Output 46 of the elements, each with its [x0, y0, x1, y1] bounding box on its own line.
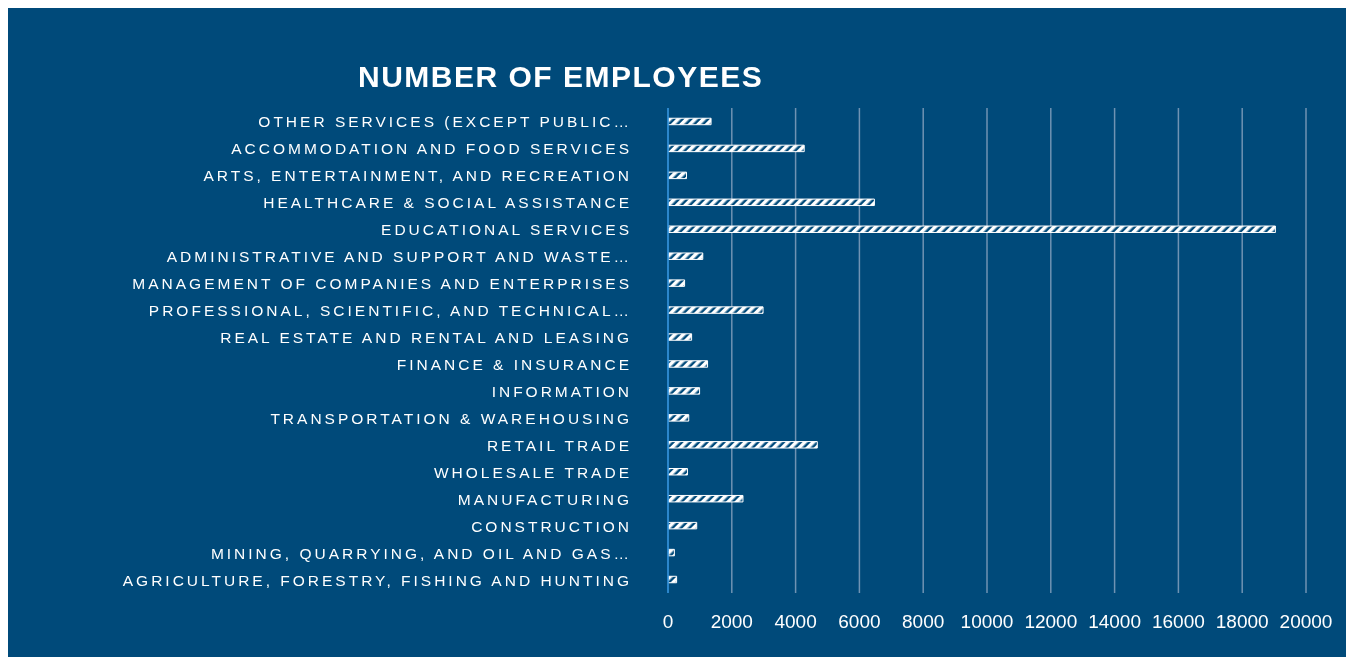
- x-tick-label: 4000: [774, 611, 817, 633]
- x-tick-label: 6000: [838, 611, 881, 633]
- bar: [668, 252, 704, 260]
- y-tick-label: PROFESSIONAL, SCIENTIFIC, AND TECHNICAL…: [148, 302, 632, 320]
- bar: [668, 171, 687, 180]
- bar: [668, 441, 818, 449]
- y-tick-label: MANUFACTURING: [457, 490, 632, 508]
- bar: [668, 468, 688, 476]
- y-tick-label: FINANCE & INSURANCE: [396, 355, 632, 373]
- bar: [668, 117, 712, 126]
- bar: [668, 360, 709, 368]
- x-tick-label: 12000: [1024, 611, 1078, 633]
- y-tick-label: INFORMATION: [491, 382, 632, 400]
- x-tick-label: 10000: [960, 611, 1014, 633]
- y-tick-label: AGRICULTURE, FORESTRY, FISHING AND HUNTING: [122, 571, 632, 589]
- y-tick-label: ACCOMMODATION AND FOOD SERVICES: [231, 140, 632, 158]
- x-tick-label: 8000: [902, 611, 945, 633]
- bar: [668, 279, 686, 287]
- bar: [668, 198, 875, 207]
- bar: [668, 521, 698, 530]
- y-tick-label: ARTS, ENTERTAINMENT, AND RECREATION: [203, 167, 632, 185]
- bar: [668, 333, 693, 341]
- x-tick-label: 20000: [1279, 611, 1333, 633]
- bar: [668, 414, 690, 422]
- y-tick-label: HEALTHCARE & SOCIAL ASSISTANCE: [263, 194, 632, 212]
- x-tick-label: 0: [662, 611, 674, 633]
- y-tick-label: ADMINISTRATIVE AND SUPPORT AND WASTE…: [166, 248, 632, 266]
- bar: [668, 494, 744, 503]
- x-tick-label: 14000: [1088, 611, 1142, 633]
- y-tick-label: CONSTRUCTION: [471, 517, 632, 535]
- x-tick-label: 16000: [1151, 611, 1205, 633]
- bar: [668, 306, 764, 314]
- y-tick-label: REAL ESTATE AND RENTAL AND LEASING: [220, 329, 632, 347]
- chart-title: NUMBER OF EMPLOYEES: [358, 60, 764, 94]
- y-tick-label: MANAGEMENT OF COMPANIES AND ENTERPRISES: [132, 275, 632, 293]
- y-tick-label: RETAIL TRADE: [486, 436, 632, 454]
- y-tick-label: TRANSPORTATION & WAREHOUSING: [270, 409, 632, 427]
- bar: [668, 144, 805, 153]
- x-tick-label: 2000: [710, 611, 753, 633]
- bar: [668, 387, 701, 395]
- y-tick-label: WHOLESALE TRADE: [433, 463, 632, 481]
- y-tick-label: OTHER SERVICES (EXCEPT PUBLIC…: [258, 113, 632, 131]
- y-tick-label: EDUCATIONAL SERVICES: [381, 221, 632, 239]
- y-tick-label: MINING, QUARRYING, AND OIL AND GAS…: [210, 544, 632, 562]
- x-tick-label: 18000: [1215, 611, 1269, 633]
- bar: [668, 225, 1276, 233]
